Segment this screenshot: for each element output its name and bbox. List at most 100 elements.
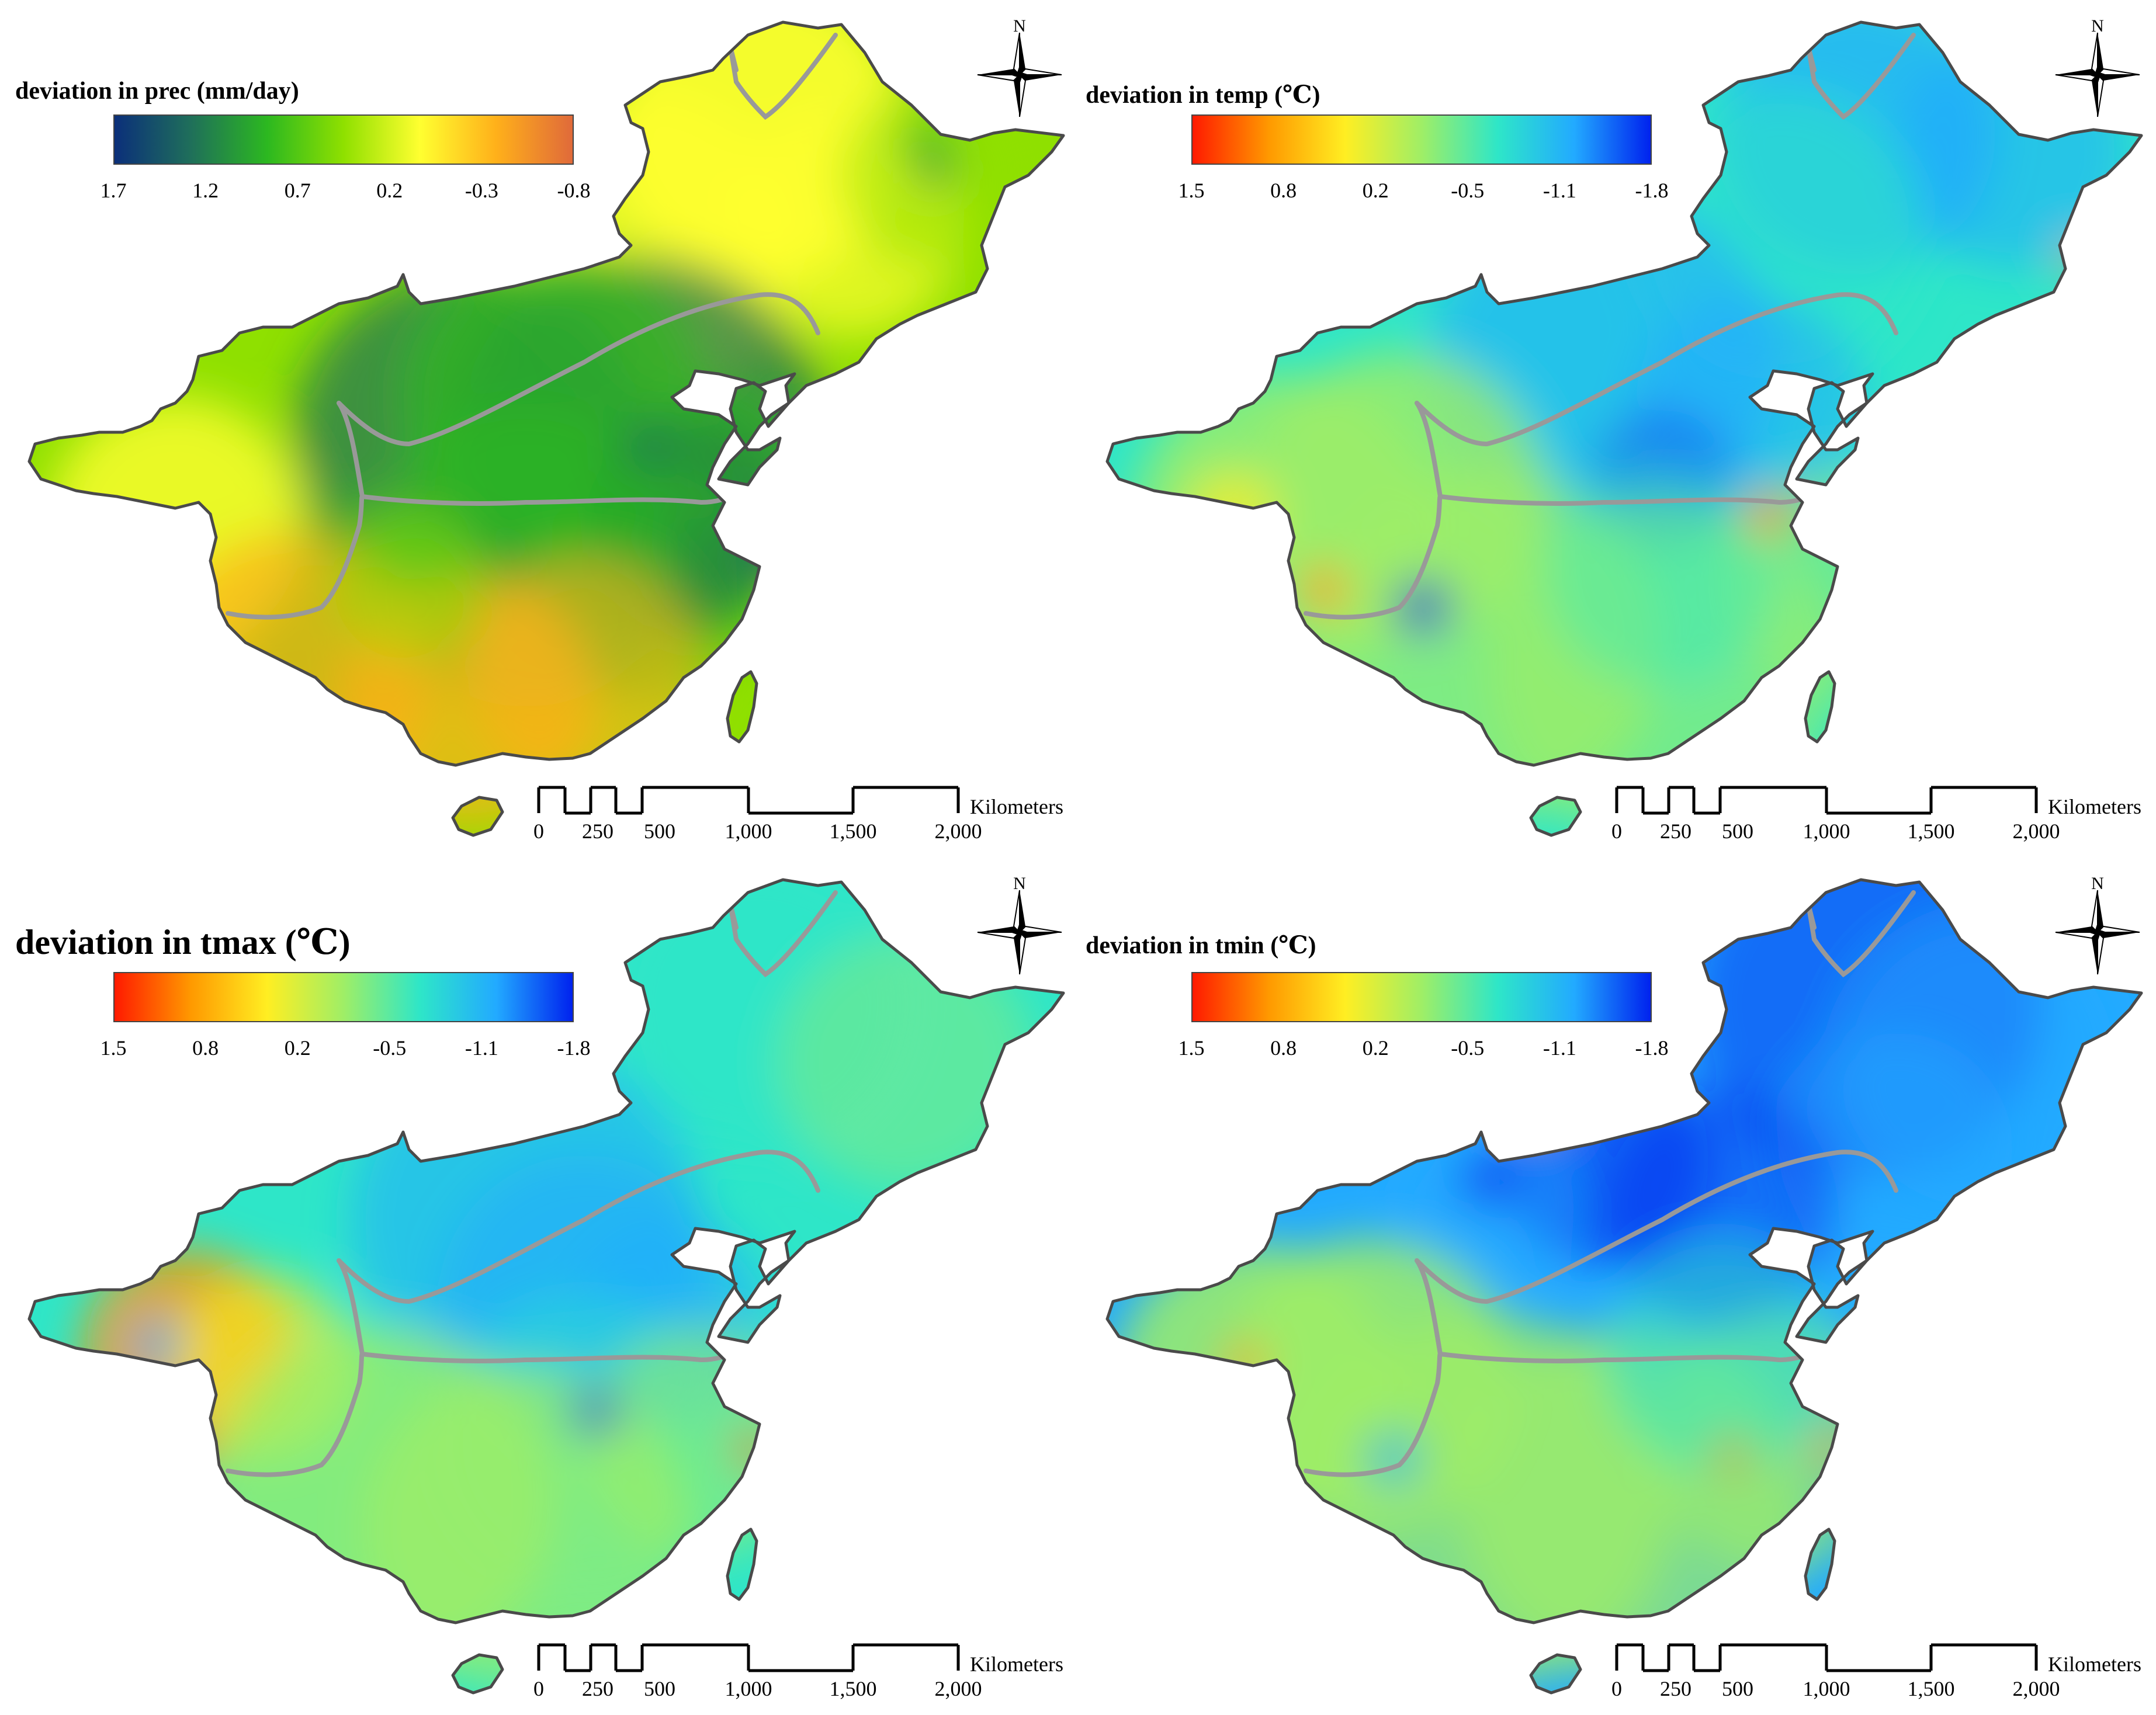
scale-bar-label: 500	[644, 1677, 675, 1700]
deviation-field-blob	[1712, 1436, 1753, 1477]
region-boundary-line	[1806, 890, 1916, 978]
china-border	[27, 20, 1065, 767]
legend-color-ramp	[1191, 972, 1652, 1022]
scale-bar-label: 2,000	[2012, 820, 2060, 843]
deviation-field-blob	[134, 1322, 181, 1369]
region-boundary-line	[226, 1352, 365, 1477]
legend-color-ramp	[1191, 114, 1652, 165]
legend-tick-label: -1.1	[1543, 1036, 1576, 1060]
region-boundary-line	[728, 890, 838, 978]
deviation-field-blob	[1198, 578, 1256, 637]
region-boundary-line	[337, 1258, 774, 1363]
deviation-field-blob	[333, 508, 485, 660]
legend-tick-label: -0.5	[373, 1036, 407, 1060]
scale-bar	[537, 1643, 960, 1672]
legend-tick-label: 0.2	[376, 179, 403, 202]
region-boundary-line	[337, 1150, 820, 1304]
legend-title: deviation in temp (℃)	[1086, 82, 1320, 109]
legend-tick-label: 0.2	[1362, 1036, 1389, 1060]
deviation-field-blob	[917, 152, 952, 187]
scale-bar-label: 1,000	[725, 1677, 772, 1700]
region-boundary-line	[337, 401, 774, 506]
legend-tick-label: -1.8	[557, 1036, 591, 1060]
scale-bar-label: 250	[1660, 1677, 1691, 1700]
scale-bar-label: 250	[582, 1677, 613, 1700]
region-boundary-line	[1304, 494, 1443, 620]
north-arrow-icon	[2055, 890, 2140, 975]
map-panel-tmin: deviation in tmin (℃) 1.5 0.8 0.2 -0.5 -1.1 -1…	[1078, 857, 2156, 1715]
north-arrow-icon	[977, 32, 1062, 117]
taiwan-border	[1804, 1527, 1836, 1601]
scale-bar-label: 2,000	[934, 820, 982, 843]
north-label: N	[2091, 16, 2104, 36]
legend-tick-label: -1.8	[1635, 179, 1669, 202]
legend-color-ramp	[113, 972, 574, 1022]
north-label: N	[2091, 874, 2104, 893]
scale-bar	[537, 786, 960, 815]
legend-tick-label: -1.8	[1635, 1036, 1669, 1060]
taiwan-border	[1804, 670, 1836, 744]
scale-bar-label: 250	[582, 820, 613, 843]
legend-tick-label: 1.2	[192, 179, 219, 202]
map-canvas-temp	[1105, 20, 2143, 837]
china-border	[27, 878, 1065, 1624]
scale-bar-label: 0	[533, 820, 544, 843]
scale-bar-label: 0	[1611, 1677, 1622, 1700]
scale-bar-label: 1,500	[829, 820, 877, 843]
legend-tick-label: 1.5	[1178, 1036, 1205, 1060]
scale-bar-label: 1,000	[1803, 1677, 1850, 1700]
scale-bar-label: 1,500	[1907, 1677, 1955, 1700]
region-boundary-line	[226, 494, 365, 620]
scale-bar-label: 1,000	[725, 820, 772, 843]
scale-bar-label: 500	[1722, 820, 1753, 843]
map-panel-temp: deviation in temp (℃) 1.5 0.8 0.2 -0.5 -1.1 -1…	[1078, 0, 2156, 857]
legend-title: deviation in prec (mm/day)	[15, 78, 299, 105]
scale-bar	[1615, 1643, 2038, 1672]
region-boundary-line	[337, 292, 820, 447]
legend-tick-label: -0.5	[1451, 1036, 1485, 1060]
legend-tick-label: 0.8	[1270, 179, 1297, 202]
deviation-field-blob	[777, 933, 1034, 1190]
deviation-field-blob	[134, 1407, 193, 1465]
scale-bar-unit: Kilometers	[2048, 1652, 2141, 1676]
hainan-border	[1529, 1653, 1582, 1695]
scale-bar-label: 1,000	[1803, 820, 1850, 843]
region-boundary-line	[1415, 401, 1852, 506]
taiwan-border	[726, 1527, 758, 1601]
north-arrow-icon	[2055, 32, 2140, 117]
legend-tick-label: 1.5	[1178, 179, 1205, 202]
legend-tick-label: 0.2	[284, 1036, 311, 1060]
taiwan-border	[726, 670, 758, 744]
scale-bar-label: 1,500	[829, 1677, 877, 1700]
legend-tick-label: 0.7	[284, 179, 311, 202]
scale-bar-label: 0	[1611, 820, 1622, 843]
deviation-field-blob	[1300, 567, 1347, 613]
deviation-field-blob	[1183, 467, 1277, 561]
map-panel-tmax: deviation in tmax (℃) 1.5 0.8 0.2 -0.5 -1.1 -1…	[0, 857, 1078, 1715]
china-border	[1105, 20, 2143, 767]
map-canvas-prec	[27, 20, 1065, 837]
china-border	[1105, 878, 2143, 1624]
legend-title: deviation in tmax (℃)	[15, 923, 351, 961]
legend-tick-label: 0.2	[1362, 179, 1389, 202]
scale-bar-label: 2,000	[934, 1677, 982, 1700]
deviation-field-blob	[1937, 497, 1972, 532]
scale-bar	[1615, 786, 2038, 815]
legend-tick-label: -0.3	[465, 179, 498, 202]
scale-bar-unit: Kilometers	[2048, 795, 2141, 818]
region-boundary-line	[1806, 33, 1916, 120]
region-boundary-line	[1415, 292, 1898, 447]
scale-bar-label: 1,500	[1907, 820, 1955, 843]
legend-tick-label: -0.5	[1451, 179, 1485, 202]
scale-bar-label: 500	[1722, 1677, 1753, 1700]
deviation-field-blob	[573, 1389, 619, 1436]
deviation-field-blob	[169, 1430, 216, 1477]
legend-tick-label: 1.7	[100, 179, 127, 202]
map-panel-prec: deviation in prec (mm/day) 1.7 1.2 0.7 0.2 -0…	[0, 0, 1078, 857]
deviation-field-blob	[1604, 1243, 1838, 1477]
deviation-field-blob	[2063, 239, 2098, 275]
legend-tick-label: 1.5	[100, 1036, 127, 1060]
deviation-field-blob	[1744, 491, 1791, 537]
region-boundary-line	[1415, 1150, 1898, 1304]
